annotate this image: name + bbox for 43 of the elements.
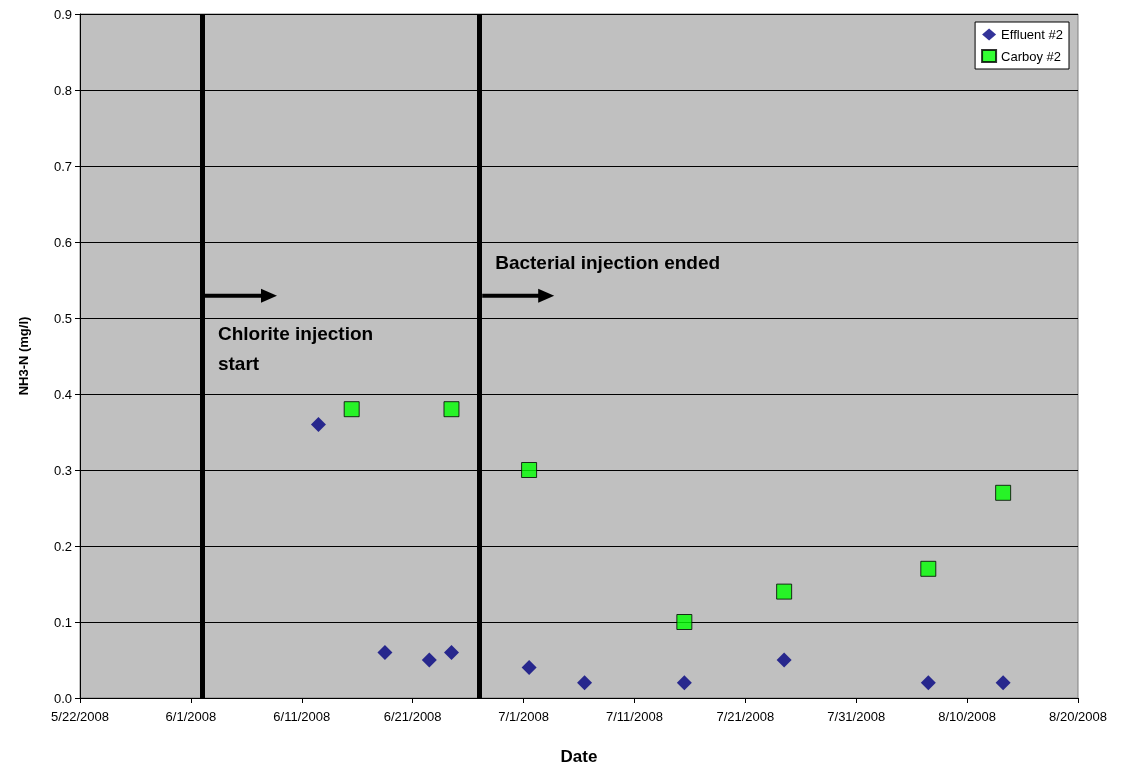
y-tick-label: 0.8 — [53, 82, 72, 98]
x-tick-label: 5/22/2008 — [51, 709, 109, 724]
point — [577, 675, 593, 691]
point — [521, 462, 538, 478]
point — [995, 484, 1012, 501]
annotation: Bacterial injection ended — [495, 251, 721, 273]
point — [995, 675, 1011, 691]
x-tick-label: 6/1/2008 — [165, 709, 217, 724]
point — [776, 583, 793, 600]
point — [443, 644, 459, 660]
point — [310, 416, 326, 432]
point — [521, 660, 537, 676]
y-tick-label: 0.9 — [53, 6, 72, 22]
x-tick-label: 8/20/2008 — [1049, 709, 1107, 724]
x-tick-label: 6/11/2008 — [273, 709, 331, 724]
y-tick-label: 0.7 — [53, 158, 72, 174]
legend-label: Carboy #2 — [1001, 48, 1062, 64]
x-tick-label: 7/11/2008 — [606, 709, 663, 724]
point — [443, 401, 460, 418]
point — [920, 560, 937, 577]
point — [343, 401, 360, 418]
x-tick-label: 7/31/2008 — [827, 709, 886, 724]
y-tick-label: 0.1 — [53, 614, 72, 630]
annotation: Chlorite injection start — [217, 322, 374, 374]
x-tick-label: 7/1/2008 — [498, 709, 549, 724]
x-tick-label: 6/21/2008 — [383, 709, 442, 724]
x-tick-label: 8/10/2008 — [938, 709, 997, 724]
y-tick-label: 0.0 — [53, 690, 72, 706]
legend-label: Effluent #2 — [1001, 27, 1063, 42]
y-tick-label: 0.2 — [53, 538, 72, 554]
point — [377, 644, 393, 660]
point — [676, 614, 693, 630]
y-tick-label: 0.5 — [53, 310, 72, 326]
point — [676, 675, 692, 691]
x-tick-label: 7/21/2008 — [716, 709, 775, 724]
x-axis-title: Date — [560, 747, 598, 766]
y-axis-title: NH3-N (mg/l) — [16, 316, 31, 396]
y-tick-label: 0.4 — [53, 386, 72, 402]
point — [776, 652, 792, 668]
point — [421, 652, 437, 668]
y-tick-label: 0.3 — [53, 462, 72, 478]
y-tick-label: 0.6 — [53, 234, 72, 250]
point — [920, 675, 936, 691]
